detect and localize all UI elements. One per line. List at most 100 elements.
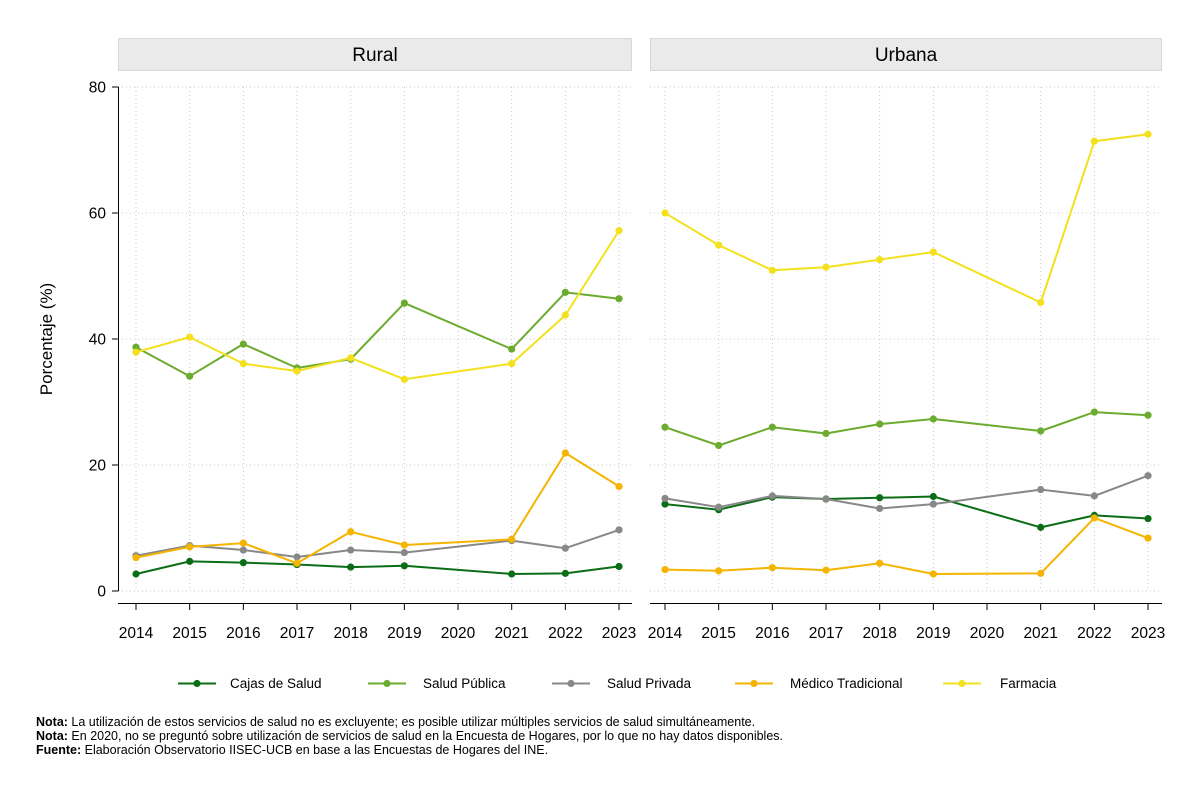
data-point-salud-privada-urbana	[661, 494, 669, 502]
data-point-medico-tradicional-urbana	[1090, 514, 1098, 522]
data-point-farmacia-rural	[132, 348, 140, 356]
data-point-salud-publica-urbana	[768, 423, 776, 431]
data-point-salud-publica-rural	[508, 345, 516, 353]
data-point-salud-privada-urbana	[1144, 472, 1152, 480]
data-point-cajas-de-salud-urbana	[1144, 514, 1152, 523]
data-point-cajas-de-salud-urbana	[929, 492, 937, 501]
data-point-cajas-de-salud-rural	[508, 570, 516, 578]
data-point-salud-publica-urbana	[661, 423, 669, 431]
panel-header-urbana	[650, 38, 1162, 71]
data-point-cajas-de-salud-rural	[132, 570, 140, 578]
source-note: Fuente: Elaboración Observatorio IISEC-U…	[36, 743, 549, 757]
data-point-medico-tradicional-rural	[132, 554, 140, 562]
data-point-farmacia-urbana	[1144, 130, 1152, 138]
data-point-salud-publica-rural	[132, 343, 140, 351]
x-tick-label-rural: 2017	[280, 625, 314, 642]
data-point-salud-publica-urbana	[1144, 411, 1152, 419]
series-line-cajas-de-salud-rural	[135, 560, 620, 575]
panel-title-rural: Rural	[352, 45, 397, 66]
data-point-salud-privada-rural	[239, 546, 247, 554]
data-point-farmacia-urbana	[876, 256, 884, 264]
data-point-medico-tradicional-rural	[186, 543, 194, 551]
data-point-salud-publica-urbana	[715, 441, 723, 450]
data-point-medico-tradicional-urbana	[929, 570, 937, 578]
data-point-cajas-de-salud-urbana	[1037, 523, 1045, 531]
legend-label-cajas-de-salud: Cajas de Salud	[230, 676, 322, 691]
data-point-farmacia-rural	[347, 354, 355, 362]
series-line-farmacia-rural	[135, 230, 620, 381]
data-point-salud-privada-urbana	[715, 503, 723, 511]
series-line-salud-privada-rural	[135, 528, 620, 558]
data-point-medico-tradicional-rural	[347, 528, 355, 536]
data-point-salud-privada-urbana	[1037, 485, 1045, 494]
data-point-cajas-de-salud-urbana	[661, 500, 669, 508]
x-tick-label-urbana: 2016	[755, 625, 789, 642]
data-point-farmacia-urbana	[929, 248, 937, 256]
data-point-medico-tradicional-rural	[615, 482, 623, 491]
legend-marker-cajas-de-salud	[193, 679, 201, 688]
note-1: Nota: La utilización de estos servicios …	[36, 715, 756, 729]
data-point-medico-tradicional-rural	[561, 449, 569, 457]
data-point-medico-tradicional-rural	[508, 535, 516, 543]
y-tick-label: 80	[89, 80, 107, 97]
data-point-salud-publica-urbana	[1090, 408, 1098, 416]
data-point-salud-publica-rural	[561, 288, 569, 296]
data-point-salud-privada-urbana	[876, 504, 884, 513]
note-2: Nota: En 2020, no se preguntó sobre util…	[36, 729, 783, 743]
data-point-salud-publica-urbana	[876, 420, 884, 428]
data-point-salud-privada-rural	[615, 526, 623, 534]
data-point-medico-tradicional-urbana	[1144, 534, 1152, 542]
legend-label-salud-publica: Salud Pública	[423, 676, 506, 691]
data-point-medico-tradicional-rural	[239, 539, 247, 547]
data-point-farmacia-urbana	[715, 241, 723, 249]
data-point-salud-publica-rural	[186, 372, 194, 380]
data-point-salud-publica-rural	[239, 340, 247, 348]
data-point-salud-privada-urbana	[822, 495, 830, 503]
x-tick-label-rural: 2023	[602, 625, 636, 642]
data-point-farmacia-rural	[508, 359, 516, 368]
data-point-farmacia-rural	[186, 333, 194, 341]
y-tick-label: 40	[89, 332, 107, 349]
y-tick-label: 60	[89, 206, 107, 223]
x-tick-label-urbana: 2023	[1131, 625, 1165, 642]
x-tick-label-rural: 2019	[387, 625, 421, 642]
legend-label-salud-privada: Salud Privada	[607, 676, 692, 691]
data-point-cajas-de-salud-rural	[186, 557, 194, 565]
data-point-farmacia-urbana	[661, 209, 669, 217]
x-tick-label-rural: 2021	[494, 625, 528, 642]
series-line-cajas-de-salud-urbana	[664, 495, 1149, 529]
data-point-salud-publica-rural	[400, 299, 408, 307]
x-tick-label-rural: 2020	[441, 625, 476, 642]
data-point-salud-privada-rural	[293, 553, 301, 561]
data-point-salud-privada-urbana	[768, 492, 776, 500]
data-point-farmacia-rural	[561, 311, 569, 319]
y-tick-label: 0	[97, 584, 106, 601]
data-point-cajas-de-salud-urbana	[876, 494, 884, 502]
data-point-farmacia-rural	[293, 367, 301, 375]
x-tick-label-urbana: 2019	[916, 625, 950, 642]
data-point-medico-tradicional-rural	[293, 559, 301, 567]
series-line-medico-tradicional-urbana	[664, 516, 1149, 575]
x-tick-label-urbana: 2021	[1023, 625, 1057, 642]
y-axis-label: Porcentaje (%)	[37, 283, 56, 395]
legend-label-medico-tradicional: Médico Tradicional	[790, 676, 903, 691]
data-point-cajas-de-salud-rural	[400, 562, 408, 570]
data-point-salud-publica-rural	[615, 295, 623, 303]
x-tick-label-urbana: 2020	[970, 625, 1005, 642]
data-point-medico-tradicional-urbana	[876, 559, 884, 567]
legend-marker-medico-tradicional	[750, 679, 758, 688]
x-tick-label-urbana: 2018	[862, 625, 896, 642]
series-line-salud-publica-urbana	[664, 411, 1149, 447]
chart-notes: Nota: La utilización de estos servicios …	[36, 715, 783, 757]
data-point-farmacia-urbana	[1037, 298, 1045, 307]
data-point-cajas-de-salud-rural	[239, 559, 247, 567]
data-point-salud-publica-urbana	[929, 415, 937, 423]
panel-title-urbana: Urbana	[875, 45, 938, 66]
data-point-farmacia-urbana	[822, 263, 830, 271]
series-line-farmacia-urbana	[664, 133, 1149, 304]
x-tick-label-rural: 2015	[172, 625, 206, 642]
data-point-medico-tradicional-urbana	[768, 564, 776, 572]
data-point-medico-tradicional-rural	[400, 541, 408, 549]
data-point-medico-tradicional-urbana	[822, 566, 830, 574]
